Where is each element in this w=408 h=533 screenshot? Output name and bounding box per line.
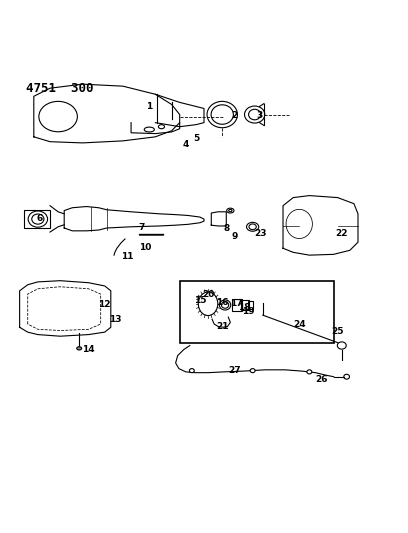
Text: 9: 9: [231, 232, 237, 240]
Ellipse shape: [189, 369, 194, 373]
Bar: [248, 301, 253, 309]
Ellipse shape: [77, 347, 82, 350]
Text: 23: 23: [255, 229, 267, 238]
Ellipse shape: [198, 292, 218, 316]
Text: 15: 15: [194, 296, 206, 305]
Text: 18: 18: [238, 303, 251, 311]
Text: 22: 22: [335, 229, 348, 238]
Text: 1: 1: [146, 102, 153, 111]
Text: 24: 24: [293, 320, 306, 328]
Text: 16: 16: [216, 298, 228, 308]
Text: 17: 17: [230, 300, 243, 308]
Text: 27: 27: [228, 366, 241, 375]
Bar: [232, 299, 242, 311]
Bar: [24, 210, 50, 228]
Text: 10: 10: [139, 243, 151, 252]
Text: 4: 4: [182, 140, 189, 149]
Text: 2: 2: [231, 111, 237, 120]
Text: 7: 7: [138, 223, 144, 232]
Text: 14: 14: [82, 345, 95, 354]
Text: 26: 26: [315, 375, 328, 384]
Bar: [241, 300, 248, 310]
Text: 11: 11: [121, 252, 133, 261]
Text: 4751  300: 4751 300: [26, 82, 93, 95]
Text: 25: 25: [331, 327, 344, 336]
Text: 6: 6: [37, 214, 43, 223]
Text: 5: 5: [193, 134, 199, 143]
Text: 12: 12: [98, 301, 111, 310]
Ellipse shape: [220, 300, 231, 310]
Bar: [180, 281, 334, 343]
Ellipse shape: [307, 370, 312, 374]
Text: 19: 19: [242, 306, 255, 316]
Ellipse shape: [250, 369, 255, 373]
Ellipse shape: [144, 127, 154, 132]
Text: 13: 13: [109, 316, 121, 325]
Text: 21: 21: [216, 322, 228, 331]
Text: 20: 20: [202, 290, 214, 300]
Text: 3: 3: [257, 111, 263, 120]
Text: 8: 8: [223, 223, 229, 232]
